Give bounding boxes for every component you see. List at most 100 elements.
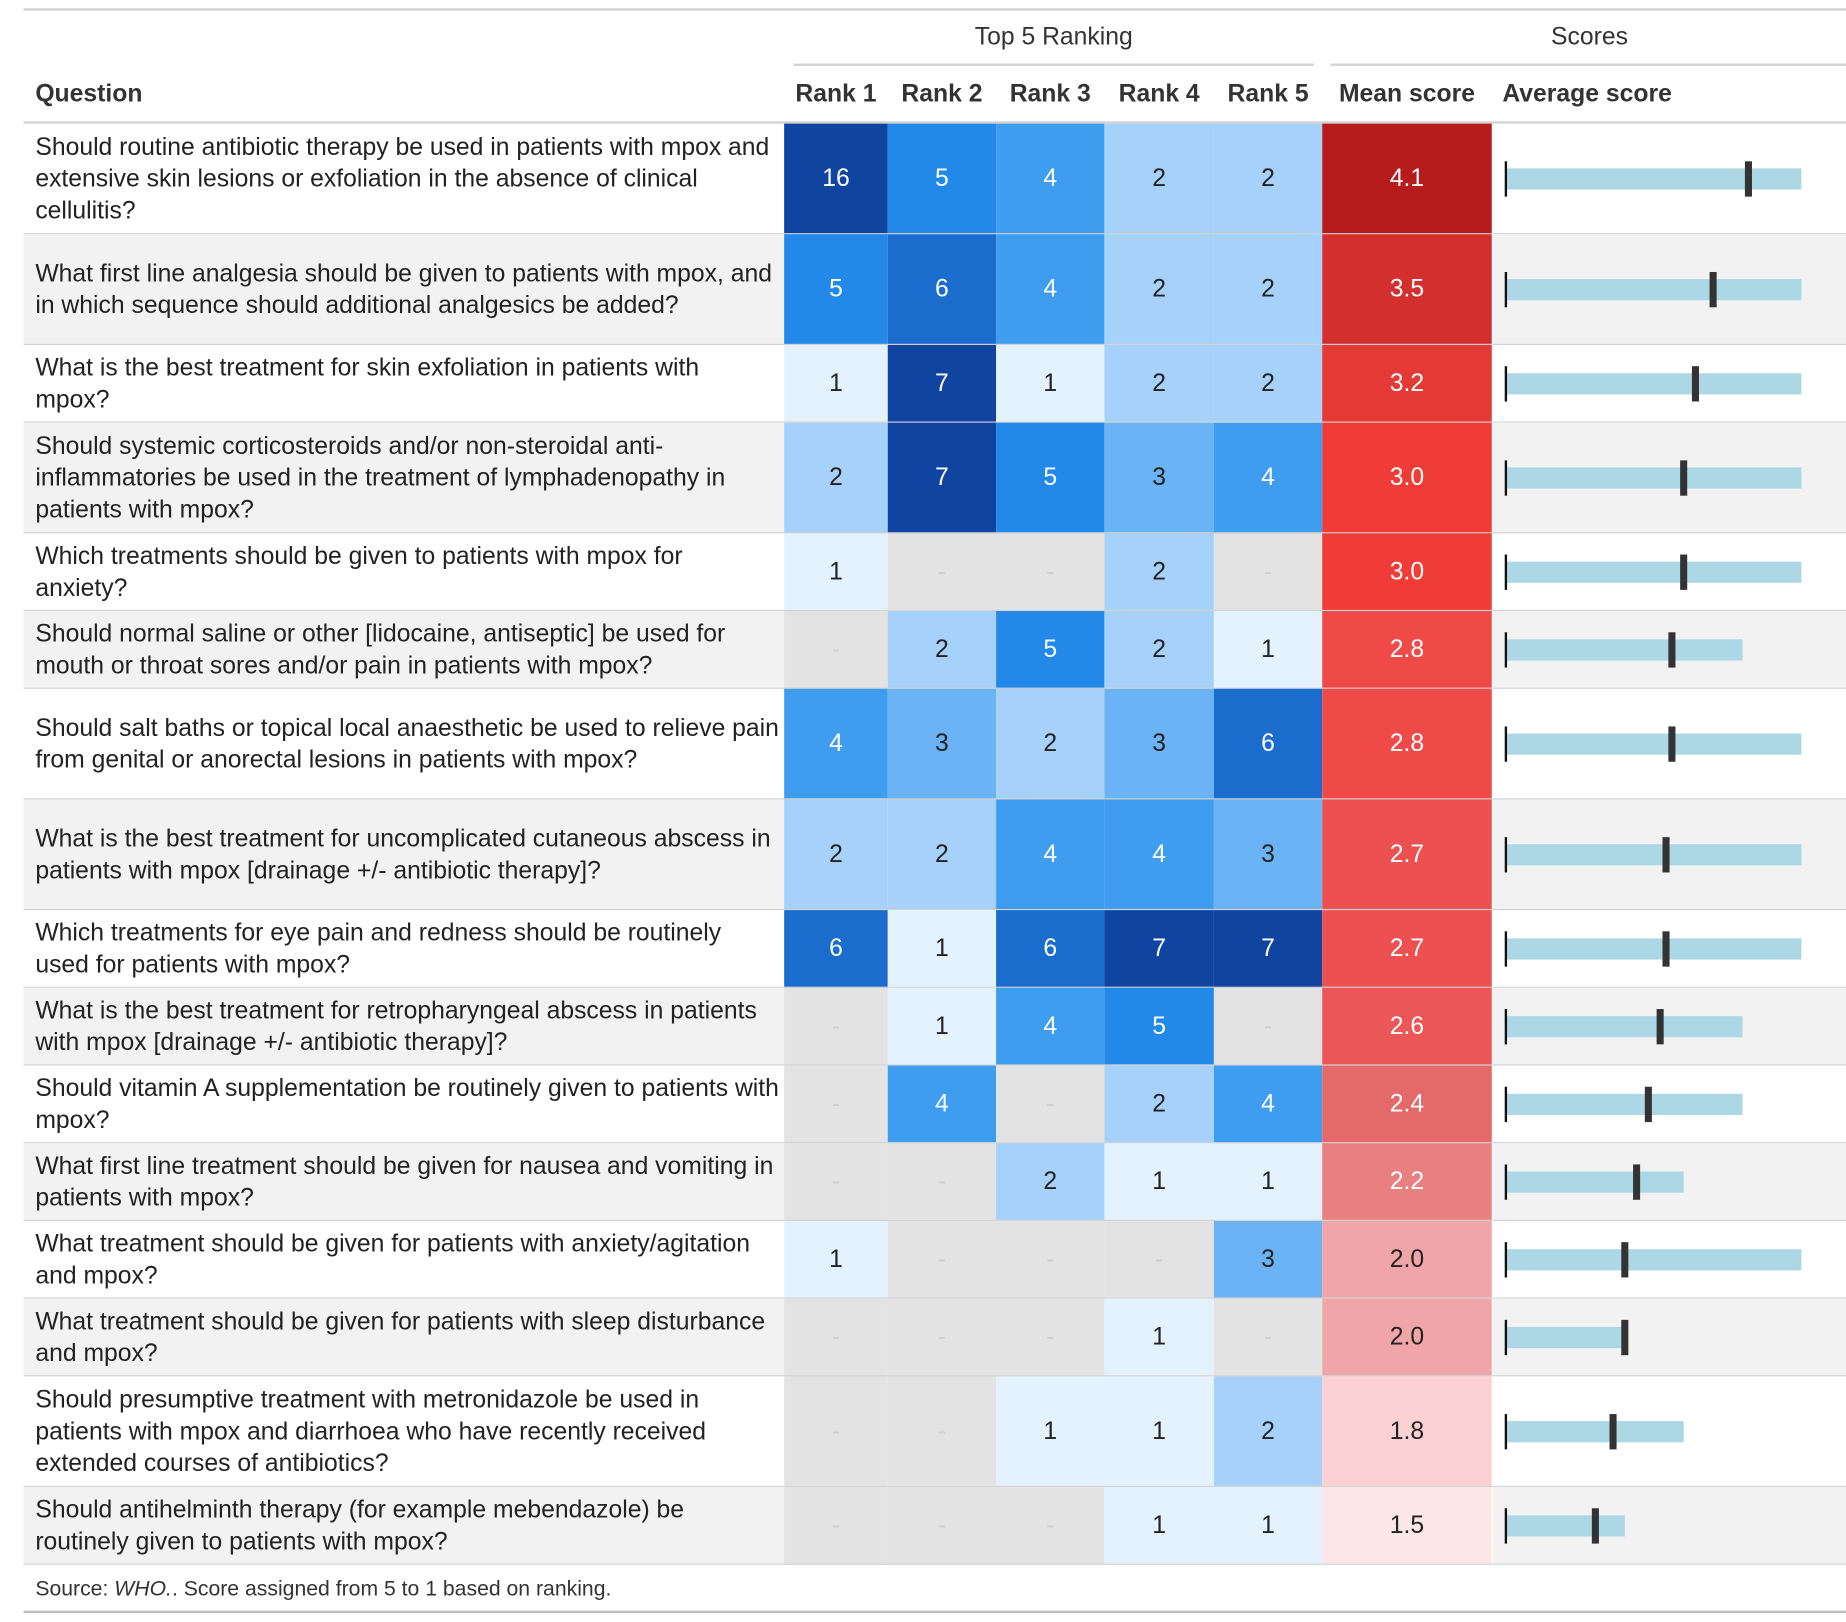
row-separator <box>23 908 1846 911</box>
rank4-cell: 2 <box>1104 234 1214 345</box>
rank3-cell: 4 <box>996 799 1105 911</box>
rank5-cell: 4 <box>1213 1065 1323 1144</box>
table-row: What is the best treatment for uncomplic… <box>23 799 1846 911</box>
top-rule <box>23 8 1846 11</box>
question-text: What is the best treatment for retrophar… <box>35 997 757 1057</box>
rank4-cell: 4 <box>1104 799 1214 911</box>
question-text: What is the best treatment for skin exfo… <box>35 354 700 414</box>
question-text: What treatment should be given for patie… <box>35 1230 751 1290</box>
average-score-bar <box>1504 931 1802 967</box>
rank1-cell: - <box>784 1065 888 1144</box>
rank4-cell: 2 <box>1104 1065 1214 1144</box>
average-score-bar <box>1504 554 1802 590</box>
rank4-cell: 2 <box>1104 611 1214 689</box>
rank4-cell: - <box>1104 1220 1214 1299</box>
range-bar <box>1507 279 1802 301</box>
rank2-cell: - <box>887 1143 997 1221</box>
rank3-cell: - <box>996 533 1105 612</box>
row-separator <box>23 1219 1846 1221</box>
rank5-cell: 2 <box>1213 234 1323 345</box>
average-score-bar <box>1504 837 1802 873</box>
range-bar <box>1507 1326 1625 1349</box>
rank3-cell: 4 <box>996 234 1105 345</box>
table-row: What treatment should be given for patie… <box>23 1298 1846 1377</box>
mean-score-cell: 2.8 <box>1322 688 1492 800</box>
mean-score-cell: 2.0 <box>1322 1220 1492 1299</box>
rank1-cell: - <box>784 987 888 1066</box>
rank3-cell: 4 <box>996 123 1105 235</box>
average-score-bar <box>1504 726 1802 762</box>
average-score-bar <box>1504 1414 1684 1450</box>
average-score-bar <box>1504 1319 1629 1356</box>
table-row: What is the best treatment for skin exfo… <box>23 344 1846 423</box>
rank3-cell: - <box>996 1487 1105 1565</box>
mean-marker <box>1709 271 1717 308</box>
table-row: Should systemic corticosteroids and/or n… <box>23 422 1846 534</box>
rank1-cell: - <box>784 1298 888 1377</box>
rank3-cell: 2 <box>996 1143 1105 1221</box>
range-bar <box>1507 639 1743 661</box>
rank4-cell: 7 <box>1104 910 1214 988</box>
rank5-cell: 3 <box>1213 799 1323 911</box>
question-text: Which treatments should be given to pati… <box>35 542 683 602</box>
rank4-cell: 2 <box>1104 123 1214 235</box>
mean-marker <box>1668 632 1676 668</box>
average-score-bar <box>1504 1242 1802 1278</box>
row-zebra-bg <box>23 987 785 1066</box>
mean-score-cell: 2.8 <box>1322 611 1492 689</box>
rank5-cell: 2 <box>1213 123 1323 235</box>
mean-score-cell: 3.0 <box>1322 533 1492 612</box>
rank2-cell: 1 <box>887 910 997 988</box>
average-score-bar <box>1504 1086 1743 1123</box>
average-score-bar <box>1504 271 1802 308</box>
mean-score-cell: 1.8 <box>1322 1376 1492 1488</box>
bar-baseline <box>1504 931 1508 967</box>
question-text: What is the best treatment for uncomplic… <box>35 825 771 885</box>
row-zebra-bg <box>23 234 785 345</box>
question-text: Should vitamin A supplementation be rout… <box>35 1074 779 1134</box>
range-bar <box>1507 1016 1743 1038</box>
row-separator <box>23 1064 1846 1066</box>
mean-marker <box>1668 726 1676 762</box>
table-row: What is the best treatment for retrophar… <box>23 987 1846 1066</box>
question-text: Which treatments for eye pain and rednes… <box>35 919 722 979</box>
row-zebra-bg <box>23 1143 785 1221</box>
rank5-cell: 4 <box>1213 422 1323 534</box>
bar-baseline <box>1504 726 1508 762</box>
row-separator <box>23 421 1846 423</box>
row-separator <box>23 1142 1846 1144</box>
rank1-cell: - <box>784 611 888 689</box>
mean-score-cell: 2.6 <box>1322 987 1492 1066</box>
table-row: Which treatments for eye pain and rednes… <box>23 910 1846 988</box>
mean-marker <box>1691 366 1699 402</box>
rank5-cell: 3 <box>1213 1220 1323 1299</box>
rank2-cell: 2 <box>887 611 997 689</box>
rank3-cell: - <box>996 1065 1105 1144</box>
table-row: Should presumptive treatment with metron… <box>23 1376 1846 1488</box>
bar-baseline <box>1504 1009 1508 1045</box>
mean-score-cell: 2.2 <box>1322 1143 1492 1221</box>
spanner-line-ranking <box>793 63 1314 66</box>
rank2-cell: - <box>887 533 997 612</box>
rank5-cell: - <box>1213 1298 1323 1377</box>
row-zebra-bg <box>23 611 785 689</box>
row-separator <box>23 687 1846 689</box>
rank5-cell: - <box>1213 533 1323 612</box>
table-row: Should vitamin A supplementation be rout… <box>23 1065 1846 1144</box>
rank3-cell: 1 <box>996 344 1105 423</box>
question-text: Should routine antibiotic therapy be use… <box>35 133 770 225</box>
bar-baseline <box>1504 1242 1508 1278</box>
rank5-cell: 2 <box>1213 1376 1323 1488</box>
rank2-cell: - <box>887 1298 997 1377</box>
mean-marker <box>1680 460 1688 496</box>
mean-marker <box>1744 161 1752 197</box>
table-row: What first line analgesia should be give… <box>23 234 1846 345</box>
col-header-rank3: Rank 3 <box>1009 80 1091 108</box>
rank1-cell: - <box>784 1487 888 1565</box>
question-text: What treatment should be given for patie… <box>35 1308 766 1367</box>
rank1-cell: 16 <box>784 123 888 235</box>
row-separator <box>23 233 1846 235</box>
average-score-bar <box>1504 632 1743 668</box>
question-text: Should normal saline or other [lidocaine… <box>35 620 726 680</box>
